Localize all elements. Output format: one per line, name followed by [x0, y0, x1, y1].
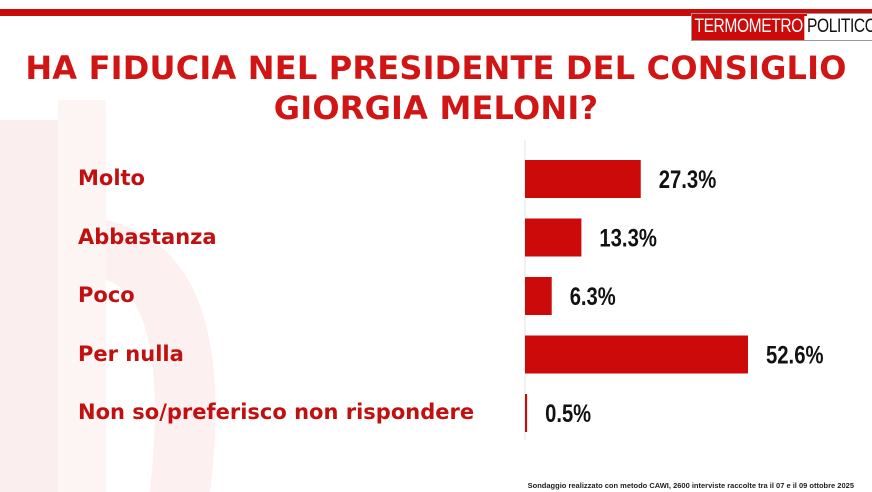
bar-value-label: 27.3% — [659, 166, 717, 194]
bar-value-label: 13.3% — [599, 225, 657, 253]
title-line-2: GIORGIA MELONI? — [273, 89, 599, 127]
bar-series: 27.3% 13.3% 6.3% 52.6% 0.5% — [525, 160, 824, 432]
bar-value-label: 6.3% — [570, 283, 616, 311]
top-accent-bar — [0, 9, 872, 16]
bar-value-label: 0.5% — [545, 400, 591, 428]
category-label: Abbastanza — [78, 224, 217, 249]
bar-2 — [525, 277, 552, 315]
category-label: Per nulla — [78, 341, 184, 366]
bar-4 — [525, 394, 528, 432]
background-watermark — [0, 100, 216, 492]
category-label: Molto — [78, 166, 145, 190]
category-label: Poco — [78, 283, 135, 307]
logo-part-politico: POLITICO — [807, 14, 872, 40]
bar-value-label: 52.6% — [766, 342, 824, 370]
bar-3 — [525, 335, 748, 374]
termometro-politico-logo: TERMOMETRO POLITICO — [692, 14, 872, 40]
title-line-1: HA FIDUCIA NEL PRESIDENTE DEL CONSIGLIO — [25, 49, 847, 87]
methodology-footnote: Sondaggio realizzato con metodo CAWI, 26… — [527, 481, 854, 490]
bar-0 — [525, 160, 641, 198]
logo-part-termometro: TERMOMETRO — [692, 14, 805, 40]
page-title: HA FIDUCIA NEL PRESIDENTE DEL CONSIGLIO … — [0, 48, 872, 128]
bar-1 — [525, 218, 582, 257]
category-label: Non so/preferisco non rispondere — [78, 400, 475, 424]
